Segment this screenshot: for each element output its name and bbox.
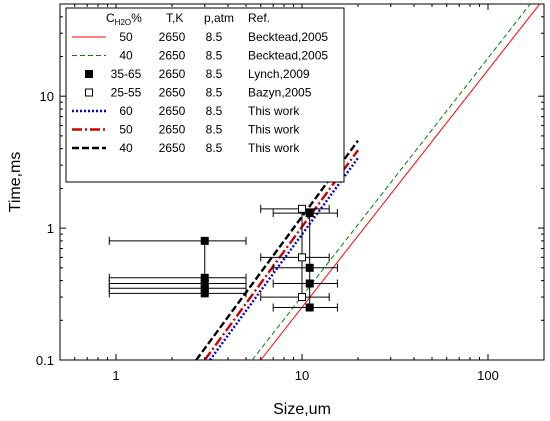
series-lines [195, 4, 541, 360]
legend-t: 2650 [159, 30, 186, 44]
series-line-4 [208, 157, 359, 360]
legend-header-p: p,atm [204, 11, 234, 25]
legend-c: 50 [119, 123, 133, 137]
legend-t: 2650 [159, 141, 186, 155]
data-point-open [298, 204, 306, 213]
data-point-open [298, 293, 306, 302]
x-tick-label: 10 [295, 368, 309, 383]
x-tick-label: 1 [112, 368, 119, 383]
legend-header-c-sub: H2O [115, 18, 131, 27]
data-point-filled [200, 289, 209, 298]
legend-ref: This work [248, 104, 300, 118]
legend-swatch-marker [85, 88, 93, 97]
data-point-filled [305, 279, 314, 288]
series-points [108, 204, 338, 312]
data-point-open [298, 253, 306, 262]
legend-t: 2650 [159, 67, 186, 81]
legend-p: 8.5 [206, 123, 223, 137]
series-line-1 [251, 4, 531, 360]
data-point-filled [305, 303, 314, 312]
series-line-5 [203, 149, 359, 360]
legend-c: 35-65 [111, 67, 142, 81]
legend-p: 8.5 [206, 104, 223, 118]
y-tick-label: 0.1 [36, 353, 54, 368]
legend-swatch-marker [85, 70, 93, 78]
legend-c: 50 [119, 30, 133, 44]
legend-t: 2650 [159, 49, 186, 63]
legend-c: 40 [119, 49, 133, 63]
legend-box [65, 7, 345, 183]
y-axis-title: Time,ms [7, 152, 24, 213]
legend-ref: Becktead,2005 [248, 30, 328, 44]
data-point-filled [200, 236, 209, 245]
legend-ref: This work [248, 123, 300, 137]
y-tick-label: 10 [40, 89, 54, 104]
legend-p: 8.5 [206, 141, 223, 155]
legend-ref: Bazyn,2005 [248, 86, 312, 100]
data-point-filled [305, 263, 314, 272]
legend-c: 25-55 [111, 86, 142, 100]
legend: CH2O% T,K p,atm Ref.50 2650 8.5 Becktead,20054… [65, 7, 345, 183]
legend-p: 8.5 [206, 30, 223, 44]
legend-header-t: T,K [166, 11, 183, 25]
axis-ticks: 1 10 100 0.1 1 10 [36, 3, 545, 383]
series-line-6 [195, 139, 359, 360]
legend-ref: Lynch,2009 [248, 67, 310, 81]
legend-t: 2650 [159, 86, 186, 100]
legend-t: 2650 [159, 104, 186, 118]
series-line-0 [260, 4, 541, 360]
legend-ref: This work [248, 141, 300, 155]
y-tick-label: 1 [47, 221, 54, 236]
legend-c: 40 [119, 141, 133, 155]
data-point-filled [305, 209, 314, 218]
legend-p: 8.5 [206, 86, 223, 100]
legend-t: 2650 [159, 123, 186, 137]
x-tick-label: 100 [477, 368, 499, 383]
legend-header-c-suffix: % [131, 11, 142, 25]
legend-p: 8.5 [206, 49, 223, 63]
legend-ref: Becktead,2005 [248, 49, 328, 63]
x-axis-title: Size,um [273, 401, 331, 418]
legend-c: 60 [119, 104, 133, 118]
legend-header-ref: Ref. [248, 11, 270, 25]
legend-p: 8.5 [206, 67, 223, 81]
